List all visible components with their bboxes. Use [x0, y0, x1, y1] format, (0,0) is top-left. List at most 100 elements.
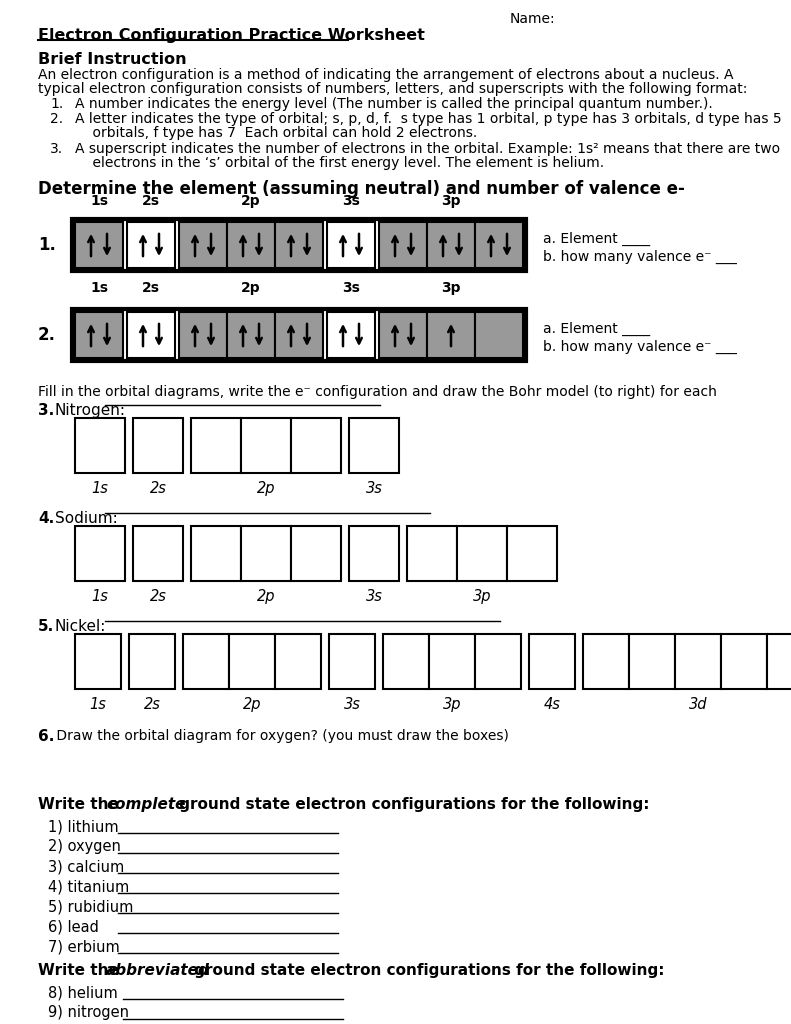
Text: A letter indicates the type of orbital; s, p, d, f.  s type has 1 orbital, p typ: A letter indicates the type of orbital; …: [75, 112, 782, 126]
Bar: [675, 634, 721, 689]
Text: Fill in the orbital diagrams, write the e⁻ configuration and draw the Bohr model: Fill in the orbital diagrams, write the …: [38, 385, 717, 399]
Text: A number indicates the energy level (The number is called the principal quantum : A number indicates the energy level (The…: [75, 97, 713, 111]
Bar: [75, 418, 125, 473]
Bar: [129, 634, 175, 689]
Text: Draw the orbital diagram for oxygen? (you must draw the boxes): Draw the orbital diagram for oxygen? (yo…: [52, 729, 509, 743]
Text: 2.: 2.: [50, 112, 63, 126]
Text: 1s: 1s: [92, 481, 108, 496]
Bar: [133, 418, 183, 473]
Bar: [475, 222, 523, 268]
Text: 4.: 4.: [38, 511, 55, 526]
Text: 2.: 2.: [38, 326, 56, 344]
Bar: [227, 312, 275, 358]
Bar: [127, 222, 175, 268]
Bar: [275, 222, 323, 268]
Bar: [183, 634, 229, 689]
Bar: [75, 634, 121, 689]
Text: 2s: 2s: [149, 481, 166, 496]
Text: 4) titanium: 4) titanium: [48, 879, 129, 894]
Text: 3s: 3s: [342, 194, 360, 208]
Text: b. how many valence e⁻ ___: b. how many valence e⁻ ___: [543, 250, 737, 264]
Text: 1s: 1s: [89, 697, 107, 712]
Text: Write the: Write the: [38, 797, 124, 812]
Text: 7) erbium: 7) erbium: [48, 939, 119, 954]
Bar: [383, 634, 429, 689]
Text: 1.: 1.: [38, 236, 56, 254]
Text: 2p: 2p: [257, 589, 275, 604]
Text: Name:: Name:: [510, 12, 555, 26]
Bar: [327, 312, 375, 358]
Text: 2p: 2p: [257, 481, 275, 496]
Text: 2p: 2p: [241, 194, 261, 208]
Bar: [629, 634, 675, 689]
Text: An electron configuration is a method of indicating the arrangement of electrons: An electron configuration is a method of…: [38, 68, 733, 82]
Text: 3.: 3.: [38, 403, 55, 418]
Text: A superscript indicates the number of electrons in the orbital. Example: 1s² mea: A superscript indicates the number of el…: [75, 142, 780, 156]
Bar: [329, 634, 375, 689]
Bar: [475, 634, 521, 689]
Bar: [767, 634, 791, 689]
Bar: [429, 634, 475, 689]
Text: Determine the element (assuming neutral) and number of valence e-: Determine the element (assuming neutral)…: [38, 180, 685, 198]
Bar: [72, 309, 526, 361]
Bar: [229, 634, 275, 689]
Text: 6) lead: 6) lead: [48, 919, 99, 934]
Text: 3s: 3s: [365, 589, 382, 604]
Text: 3) calcium: 3) calcium: [48, 859, 124, 874]
Bar: [475, 312, 523, 358]
Bar: [407, 526, 457, 581]
Text: b. how many valence e⁻ ___: b. how many valence e⁻ ___: [543, 340, 737, 354]
Text: 3s: 3s: [343, 697, 361, 712]
Bar: [75, 312, 123, 358]
Text: a. Element ____: a. Element ____: [543, 232, 650, 246]
Bar: [179, 222, 227, 268]
Bar: [427, 222, 475, 268]
Text: 2) oxygen: 2) oxygen: [48, 839, 121, 854]
Bar: [133, 526, 183, 581]
Text: 3d: 3d: [689, 697, 707, 712]
Text: 5) rubidium: 5) rubidium: [48, 899, 134, 914]
Text: 8) helium: 8) helium: [48, 985, 118, 1000]
Bar: [291, 526, 341, 581]
Bar: [583, 634, 629, 689]
Text: 3p: 3p: [443, 697, 461, 712]
Text: typical electron configuration consists of numbers, letters, and superscripts wi: typical electron configuration consists …: [38, 82, 747, 96]
Bar: [349, 526, 399, 581]
Text: 3s: 3s: [365, 481, 382, 496]
Text: 1s: 1s: [92, 589, 108, 604]
Text: 2s: 2s: [143, 697, 161, 712]
Bar: [507, 526, 557, 581]
Bar: [427, 312, 475, 358]
Text: Write the: Write the: [38, 963, 124, 978]
Bar: [72, 219, 526, 271]
Text: 2s: 2s: [142, 194, 160, 208]
Text: Sodium:: Sodium:: [55, 511, 118, 526]
Bar: [179, 312, 227, 358]
Text: ground state electron configurations for the following:: ground state electron configurations for…: [174, 797, 649, 812]
Bar: [75, 526, 125, 581]
Text: 5.: 5.: [38, 618, 55, 634]
Bar: [191, 526, 241, 581]
Text: 1) lithium: 1) lithium: [48, 819, 119, 834]
Bar: [241, 526, 291, 581]
Bar: [127, 312, 175, 358]
Bar: [529, 634, 575, 689]
Bar: [379, 312, 427, 358]
Bar: [291, 418, 341, 473]
Text: 1s: 1s: [90, 281, 108, 295]
Text: Nitrogen:: Nitrogen:: [55, 403, 126, 418]
Bar: [191, 418, 241, 473]
Bar: [275, 634, 321, 689]
Bar: [457, 526, 507, 581]
Text: 3s: 3s: [342, 281, 360, 295]
Text: 2s: 2s: [142, 281, 160, 295]
Text: 2p: 2p: [243, 697, 261, 712]
Text: 1s: 1s: [90, 194, 108, 208]
Bar: [327, 222, 375, 268]
Text: ground state electron configurations for the following:: ground state electron configurations for…: [189, 963, 664, 978]
Text: Electron Configuration Practice Worksheet: Electron Configuration Practice Workshee…: [38, 28, 425, 43]
Text: complete: complete: [106, 797, 186, 812]
Bar: [721, 634, 767, 689]
Text: 9) nitrogen: 9) nitrogen: [48, 1005, 129, 1020]
Bar: [349, 418, 399, 473]
